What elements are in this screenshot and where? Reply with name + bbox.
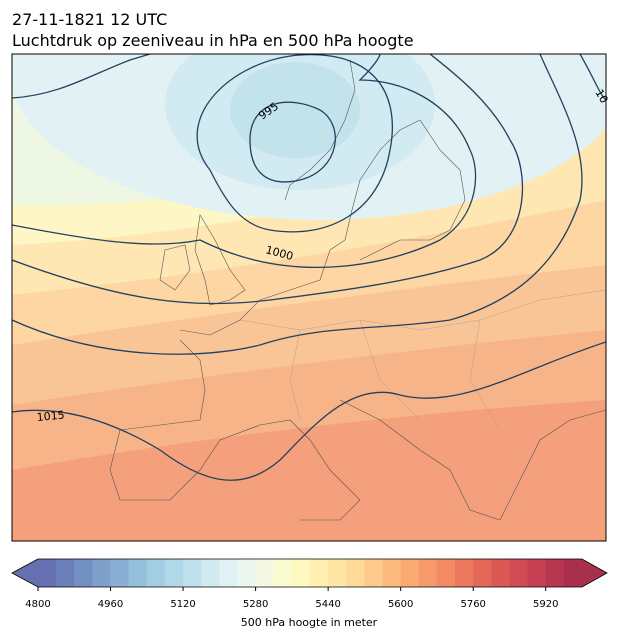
map-area xyxy=(12,54,606,541)
colorbar-band xyxy=(38,559,57,587)
colorbar-tick-label: 5440 xyxy=(315,599,340,610)
colorbar-tick-label: 4960 xyxy=(98,599,123,610)
colorbar-band xyxy=(219,559,238,587)
colorbar-band xyxy=(364,559,384,587)
colorbar-tick-label: 4800 xyxy=(25,599,50,610)
isobar-label: 10 xyxy=(592,87,610,106)
colorbar-tick-label: 5120 xyxy=(170,599,195,610)
colorbar-label: 500 hPa hoogte in meter xyxy=(241,616,378,629)
colorbar-band xyxy=(237,559,257,587)
isobar-label: 1015 xyxy=(36,409,65,424)
colorbar-band xyxy=(400,559,420,587)
colorbar-band xyxy=(563,559,583,587)
colorbar-band xyxy=(382,559,402,587)
colorbar-extend-high xyxy=(582,559,607,587)
colorbar-band xyxy=(255,559,275,587)
colorbar-band xyxy=(291,559,311,587)
colorbar-band xyxy=(92,559,112,587)
colorbar-band xyxy=(128,559,148,587)
colorbar-band xyxy=(56,559,75,587)
colorbar-band xyxy=(273,559,293,587)
colorbar-band xyxy=(436,559,456,587)
colorbar-band xyxy=(201,559,220,587)
colorbar-tick-label: 5280 xyxy=(243,599,268,610)
colorbar-tick-label: 5760 xyxy=(460,599,485,610)
map-frame xyxy=(11,53,607,542)
colorbar-band xyxy=(491,559,510,587)
colorbar-band xyxy=(328,559,347,587)
colorbar-band xyxy=(110,559,130,587)
colorbar-band xyxy=(473,559,492,587)
colorbar-band xyxy=(146,559,166,587)
colorbar: 4800 4960 5120 5280 5440 5600 5760 5920 xyxy=(11,558,608,610)
colorbar-band xyxy=(509,559,529,587)
colorbar-band xyxy=(545,559,565,587)
colorbar-band xyxy=(418,559,438,587)
colorbar-tick-label: 5920 xyxy=(533,599,558,610)
colorbar-band xyxy=(164,559,184,587)
map-title: Luchtdruk op zeeniveau in hPa en 500 hPa… xyxy=(12,31,414,50)
colorbar-band xyxy=(310,559,329,587)
colorbar-outline xyxy=(11,558,608,588)
colorbar-band xyxy=(346,559,365,587)
colorbar-extend-low xyxy=(12,559,38,587)
map-datetime: 27-11-1821 12 UTC xyxy=(12,10,167,29)
colorbar-band xyxy=(183,559,202,587)
colorbar-band xyxy=(74,559,93,587)
colorbar-tick-label: 5600 xyxy=(388,599,413,610)
colorbar-band xyxy=(455,559,474,587)
colorbar-band xyxy=(527,559,547,587)
